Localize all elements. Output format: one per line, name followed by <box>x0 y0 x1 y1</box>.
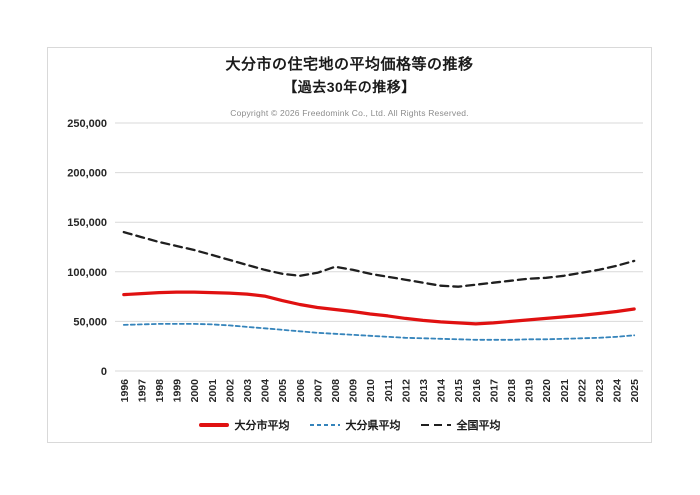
y-axis-tick-label: 0 <box>101 366 107 378</box>
series-line-大分市平均 <box>122 290 636 326</box>
x-axis-tick-label: 2007 <box>312 379 324 403</box>
x-axis-tick-label: 1998 <box>154 379 166 403</box>
x-axis-tick-label: 2004 <box>260 379 272 403</box>
copyright-text: Copyright © 2026 Freedomink Co., Ltd. Al… <box>230 108 469 118</box>
series-line-全国平均 <box>122 230 636 288</box>
y-axis-tick-label: 100,000 <box>67 267 107 279</box>
x-axis-tick-label: 2009 <box>348 379 360 403</box>
x-axis-tick-label: 2012 <box>400 379 412 403</box>
x-axis-tick-label: 2013 <box>418 379 430 403</box>
x-axis-tick-label: 2005 <box>277 379 289 403</box>
x-axis-tick-label: 2017 <box>488 379 500 403</box>
x-axis-tick-label: 2016 <box>471 379 483 403</box>
x-axis-tick-label: 2022 <box>576 379 588 403</box>
chart-title: 大分市の住宅地の平均価格等の推移 <box>225 56 474 73</box>
x-axis-tick-label: 2006 <box>295 379 307 403</box>
y-axis-tick-label: 150,000 <box>67 217 107 229</box>
series-line-大分県平均 <box>122 322 636 341</box>
y-axis-tick-label: 200,000 <box>67 168 107 180</box>
x-axis-tick-label: 2014 <box>436 379 448 403</box>
x-axis-tick-label: 2000 <box>189 379 201 403</box>
x-axis-tick-label: 2008 <box>330 379 342 403</box>
x-axis-tick-label: 2002 <box>224 379 236 403</box>
legend-item-national: 全国平均 <box>420 417 501 433</box>
legend-label-city: 大分市平均 <box>234 420 290 432</box>
legend-item-prefecture: 大分県平均 <box>309 417 401 433</box>
x-axis-tick-label: 1999 <box>172 379 184 403</box>
x-axis-tick-label: 2001 <box>207 379 219 403</box>
chart-card: 大分市の住宅地の平均価格等の推移 【過去30年の推移】 Copyright © … <box>47 47 652 443</box>
x-axis-tick-label: 2010 <box>365 379 377 403</box>
x-axis-tick-label: 2020 <box>541 379 553 403</box>
x-axis-tick-label: 1997 <box>136 379 148 403</box>
x-axis-tick-label: 2003 <box>242 379 254 403</box>
legend-label-prefecture: 大分県平均 <box>345 420 401 432</box>
x-axis-tick-label: 1996 <box>119 379 131 403</box>
legend-item-city: 大分市平均 <box>198 417 290 433</box>
x-axis-tick-label: 2025 <box>629 379 641 403</box>
prefecture-line-swatch-icon <box>309 424 340 426</box>
national-line-swatch-icon <box>420 423 451 427</box>
x-axis-tick-label: 2018 <box>506 379 518 403</box>
x-axis-tick-label: 2024 <box>612 379 624 403</box>
chart-subtitle: 【過去30年の推移】 <box>283 79 416 95</box>
legend-label-national: 全国平均 <box>456 420 501 432</box>
x-axis-tick-label: 2011 <box>383 379 395 402</box>
chart-legend: 大分市平均 大分県平均 全国平均 <box>48 417 651 433</box>
x-axis-tick-label: 2019 <box>524 379 536 403</box>
y-axis-tick-label: 50,000 <box>73 316 107 328</box>
x-axis-tick-label: 2015 <box>453 379 465 403</box>
x-axis-tick-label: 2021 <box>559 379 571 403</box>
price-trend-line-chart: 0 50,000 100,000 150,000 200,000 250,000 1996 1… <box>67 118 643 403</box>
city-line-swatch-icon <box>198 423 229 427</box>
x-axis-tick-label: 2023 <box>594 379 606 403</box>
y-axis-tick-label: 250,000 <box>67 118 107 130</box>
